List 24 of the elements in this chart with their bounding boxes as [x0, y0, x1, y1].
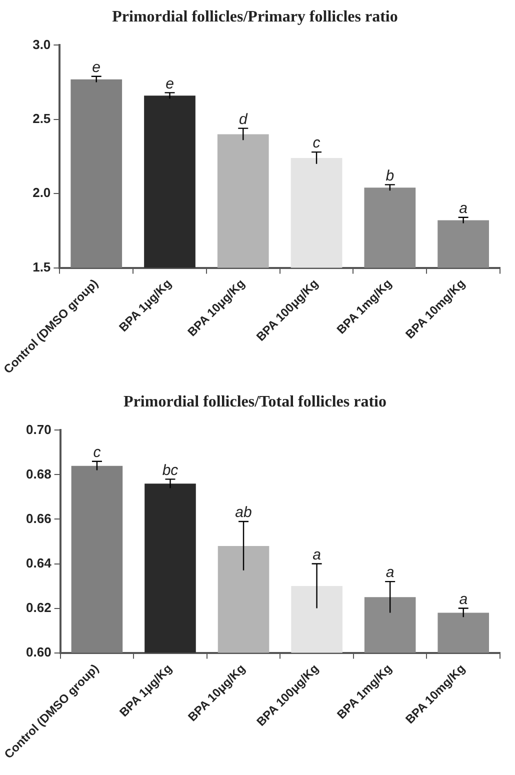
y-tick-label: 0.60: [26, 644, 52, 660]
annotation: b: [386, 167, 394, 184]
y-tick-label: 1.5: [32, 259, 51, 274]
annotation: a: [386, 564, 394, 582]
annotation: ab: [235, 504, 252, 522]
annotation: a: [312, 546, 321, 564]
y-tick-label: 0.66: [26, 510, 52, 526]
y-tick-label: 0.70: [26, 422, 52, 437]
annotation: c: [312, 134, 321, 152]
y-tick-label: 0.62: [26, 600, 52, 615]
chart-title: Primordial follicles/Primary follicles ratio: [112, 8, 398, 26]
annotation: e: [92, 59, 101, 76]
annotation: d: [238, 110, 248, 128]
y-tick-label: 0.68: [26, 466, 52, 482]
annotation: bc: [162, 462, 179, 479]
y-tick-label: 2.5: [32, 110, 51, 126]
y-tick-label: 2.0: [32, 185, 51, 200]
annotation: a: [459, 590, 468, 608]
annotation: c: [93, 444, 102, 462]
y-tick-label: 3.0: [32, 36, 51, 52]
y-tick-label: 0.64: [26, 555, 52, 570]
annotation: e: [166, 75, 174, 92]
chart-title: Primordial follicles/Total follicles ratio: [124, 394, 386, 411]
annotation: a: [459, 200, 468, 218]
